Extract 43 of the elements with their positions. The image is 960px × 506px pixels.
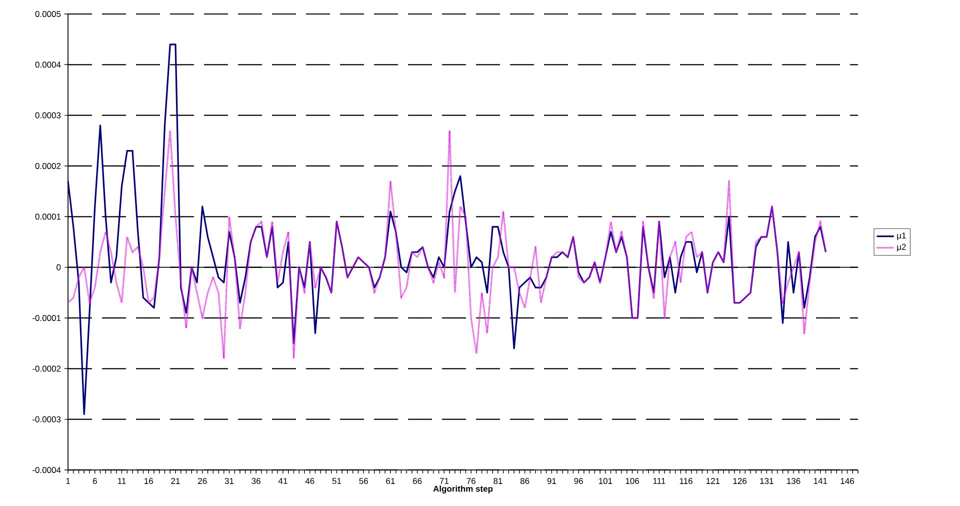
y-tick-label: 0.0004 (35, 62, 61, 68)
x-tick-label: 11 (118, 478, 126, 484)
x-tick-label: 36 (252, 478, 260, 484)
x-tick-label: 86 (520, 478, 530, 484)
x-tick-label: 121 (706, 478, 720, 484)
legend-label: μ2 (897, 244, 906, 252)
y-tick-label: -0.0002 (32, 366, 61, 372)
x-tick-label: 56 (359, 478, 368, 484)
x-tick-label: 131 (760, 478, 774, 484)
x-tick-label: 126 (733, 478, 746, 484)
x-tick-label: 61 (386, 478, 395, 484)
x-tick-label: 106 (626, 478, 640, 484)
x-tick-label: 136 (787, 478, 800, 484)
x-tick-label: 31 (224, 478, 234, 484)
y-tick-label: 0.0003 (35, 112, 61, 118)
x-tick-label: 1 (66, 478, 70, 484)
y-tick-label: 0.0001 (35, 214, 61, 220)
x-tick-label: 141 (814, 478, 828, 484)
x-tick-label: 116 (680, 478, 692, 484)
y-tick-label: 0 (56, 264, 61, 270)
x-tick-label: 101 (598, 478, 612, 484)
x-tick-label: 26 (198, 478, 207, 484)
x-tick-label: 96 (574, 478, 583, 484)
y-tick-label: -0.0001 (32, 314, 61, 321)
x-tick-label: 46 (305, 478, 314, 484)
x-tick-label: 76 (466, 478, 476, 484)
x-tick-label: 111 (653, 478, 666, 484)
legend-label: μ1 (897, 232, 906, 240)
y-tick-label: 0.0005 (35, 10, 61, 17)
y-tick-label: -0.0003 (32, 416, 61, 422)
x-tick-label: 71 (440, 478, 449, 484)
y-tick-label: 0.0002 (35, 162, 61, 169)
x-tick-label: 6 (92, 478, 97, 484)
x-tick-label: 91 (547, 478, 556, 484)
x-tick-label: 66 (413, 478, 422, 484)
x-axis-title: Algorithm step (433, 486, 493, 494)
x-tick-label: 146 (840, 478, 854, 484)
x-tick-label: 41 (278, 478, 288, 484)
x-tick-label: 81 (494, 478, 502, 484)
x-tick-label: 21 (171, 478, 180, 484)
x-tick-label: 16 (144, 478, 153, 484)
y-tick-label: -0.0004 (32, 466, 61, 473)
x-tick-label: 51 (332, 478, 342, 484)
